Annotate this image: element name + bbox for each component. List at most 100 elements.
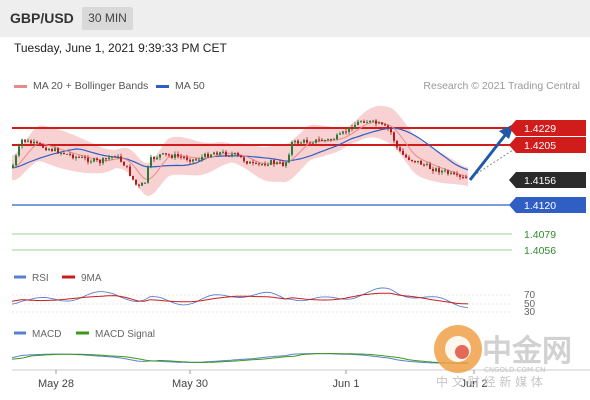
candle-body xyxy=(243,157,245,162)
rsi-level-30: 30 xyxy=(524,307,536,318)
candle-body xyxy=(342,131,344,134)
candle-body xyxy=(321,139,323,141)
resistance-2-label-pointer xyxy=(509,120,516,136)
candle-body xyxy=(171,155,173,158)
candle-body xyxy=(300,142,302,144)
candle-body xyxy=(429,164,431,170)
candle-body xyxy=(282,162,284,167)
candle-body xyxy=(75,156,77,159)
rsi-panel: RSI 9MA 70 50 30 xyxy=(11,273,536,318)
candle-body xyxy=(51,148,53,151)
x-label-may30: May 30 xyxy=(172,378,208,390)
candle-body xyxy=(12,165,14,168)
candle-body xyxy=(366,122,368,124)
support-2-label: 1.4056 xyxy=(524,245,556,257)
candle-body xyxy=(420,160,422,165)
candle-body xyxy=(333,139,335,141)
candle-body xyxy=(393,132,395,141)
candle-body xyxy=(63,152,65,154)
candle-body xyxy=(120,156,122,162)
candle-body xyxy=(153,157,155,160)
resistance-1-label-bg xyxy=(516,137,586,153)
candle-body xyxy=(411,159,413,161)
candle-body xyxy=(15,155,17,166)
candle-body xyxy=(378,122,380,124)
timestamp: Tuesday, June 1, 2021 9:39:33 PM CET xyxy=(14,41,227,55)
candle-body xyxy=(270,160,272,165)
candle-body xyxy=(348,127,350,133)
candle-body xyxy=(111,156,113,158)
watermark-url: CNGOLD.COM.CN xyxy=(484,366,545,374)
rsi-label: RSI xyxy=(32,273,49,284)
forecast-arrow xyxy=(468,124,517,181)
candle-body xyxy=(369,120,371,123)
watermark-title: 中金网 xyxy=(482,334,572,369)
rsi-level-70: 70 xyxy=(524,290,536,301)
candle-body xyxy=(135,179,137,185)
candle-body xyxy=(426,164,428,166)
candle-body xyxy=(147,166,149,183)
candle-body xyxy=(225,151,227,156)
ma20-swatch xyxy=(14,84,27,88)
candle-body xyxy=(72,154,74,159)
last-price-label: 1.4156 xyxy=(524,175,556,187)
candle-body xyxy=(180,156,182,158)
candle-body xyxy=(288,154,290,163)
candle-body xyxy=(228,155,230,157)
candle-body xyxy=(273,160,275,164)
macd-line xyxy=(11,353,469,364)
candle-body xyxy=(81,157,83,159)
pivot-label-bg xyxy=(516,197,586,213)
support-1-label: 1.4079 xyxy=(524,229,556,241)
candle-body xyxy=(384,124,386,126)
candle-body xyxy=(447,170,449,174)
candle-body xyxy=(60,152,62,154)
candle-body xyxy=(108,157,110,159)
candle-body xyxy=(372,120,374,122)
candle-body xyxy=(324,140,326,142)
candle-body xyxy=(459,175,461,177)
candle-body xyxy=(201,156,203,160)
candle-body xyxy=(357,121,359,126)
resistance-1-label-pointer xyxy=(509,137,516,153)
x-label-jun2: Jun 2 xyxy=(461,378,488,390)
timeframe-button[interactable]: 30 MIN xyxy=(82,7,133,30)
candle-body xyxy=(279,162,281,164)
candle-body xyxy=(351,127,353,130)
ma50-swatch xyxy=(156,84,169,88)
candle-body xyxy=(237,152,239,156)
candle-body xyxy=(291,142,293,155)
candle-body xyxy=(174,154,176,158)
candle-body xyxy=(360,121,362,123)
resistance-1-label: 1.4205 xyxy=(524,140,556,152)
candle-body xyxy=(18,146,20,156)
candle-body xyxy=(30,140,32,144)
candle-body xyxy=(441,170,443,173)
candle-body xyxy=(96,158,98,160)
candle-body xyxy=(345,131,347,133)
rsi-level-50: 50 xyxy=(524,299,536,310)
candle-body xyxy=(294,140,296,143)
candle-body xyxy=(231,154,233,156)
candle-body xyxy=(183,156,185,158)
candle-body xyxy=(408,157,410,160)
x-label-jun1: Jun 1 xyxy=(333,378,360,390)
candle-body xyxy=(27,140,29,142)
candle-body xyxy=(435,168,437,172)
candle-body xyxy=(195,159,197,161)
resistance-2-label-bg xyxy=(516,120,586,136)
candle-body xyxy=(102,158,104,164)
candle-body xyxy=(114,156,116,158)
candle-body xyxy=(129,166,131,176)
candle-body xyxy=(210,154,212,158)
candle-body xyxy=(87,157,89,162)
candle-body xyxy=(387,125,389,129)
candle-body xyxy=(150,157,152,167)
candle-body xyxy=(327,139,329,141)
macd-label: MACD xyxy=(32,329,61,340)
pivot-label: 1.4120 xyxy=(524,200,556,212)
candle-body xyxy=(39,143,41,145)
candle-body xyxy=(126,165,128,167)
candle-body xyxy=(354,125,356,130)
candle-body xyxy=(240,155,242,158)
